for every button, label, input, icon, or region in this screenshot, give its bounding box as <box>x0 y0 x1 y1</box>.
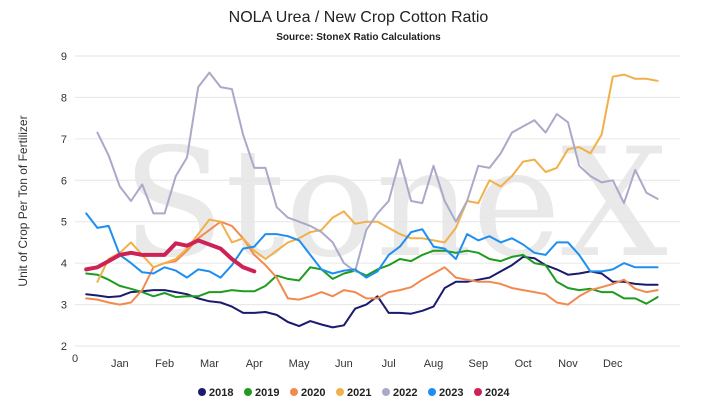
legend-item-2022[interactable]: 2022 <box>382 387 417 399</box>
legend-label: 2021 <box>347 387 371 399</box>
legend-label: 2020 <box>301 387 325 399</box>
y-tick-label: 6 <box>61 175 67 187</box>
y-tick-label: 5 <box>61 217 67 229</box>
y-tick-label: 4 <box>61 258 67 270</box>
legend-marker <box>244 388 252 396</box>
legend-label: 2024 <box>485 387 510 399</box>
x-tick-label: Sep <box>469 358 489 370</box>
x-tick-label: Dec <box>603 358 623 370</box>
series-line-2018 <box>85 255 659 329</box>
chart-subtitle: Source: StoneX Ratio Calculations <box>276 32 441 43</box>
series-line-2023 <box>85 212 659 279</box>
x-tick-label: Nov <box>558 358 578 370</box>
x-tick-label: Aug <box>424 358 444 370</box>
legend-item-2023[interactable]: 2023 <box>428 387 463 399</box>
x-tick-label: Jun <box>335 358 353 370</box>
legend-marker <box>428 388 436 396</box>
legend-marker <box>290 388 298 396</box>
x-tick-label: 0 <box>72 353 78 365</box>
legend-label: 2023 <box>439 387 463 399</box>
legend-label: 2018 <box>209 387 233 399</box>
x-tick-label: Feb <box>155 358 174 370</box>
y-axis-label: Unit of Crop Per Ton of Fertilizer <box>16 115 30 286</box>
legend-item-2018[interactable]: 2018 <box>198 387 233 399</box>
x-tick-label: Apr <box>246 358 263 370</box>
legend-item-2019[interactable]: 2019 <box>244 387 279 399</box>
x-tick-label: Jan <box>111 358 129 370</box>
x-tick-label: Oct <box>515 358 532 370</box>
y-tick-label: 8 <box>61 92 67 104</box>
series-line-2022 <box>96 71 659 273</box>
series-line-2024 <box>84 238 257 274</box>
x-tick-label: Mar <box>200 358 219 370</box>
legend-label: 2019 <box>255 387 279 399</box>
legend-item-2021[interactable]: 2021 <box>336 387 371 399</box>
legend-marker <box>198 388 206 396</box>
legend-item-2020[interactable]: 2020 <box>290 387 325 399</box>
chart-title: NOLA Urea / New Crop Cotton Ratio <box>228 9 489 26</box>
y-tick-label: 9 <box>61 51 67 63</box>
y-tick-label: 2 <box>61 341 67 353</box>
y-tick-label: 7 <box>61 134 67 146</box>
y-tick-label: 3 <box>61 300 67 312</box>
series-line-2020 <box>85 220 659 306</box>
x-tick-label: Jul <box>382 358 396 370</box>
legend-marker <box>474 388 482 396</box>
legend-marker <box>336 388 344 396</box>
x-tick-label: May <box>289 358 310 370</box>
legend-label: 2022 <box>393 387 417 399</box>
series-line-2019 <box>85 249 659 305</box>
legend-marker <box>382 388 390 396</box>
legend-item-2024[interactable]: 2024 <box>474 387 510 399</box>
